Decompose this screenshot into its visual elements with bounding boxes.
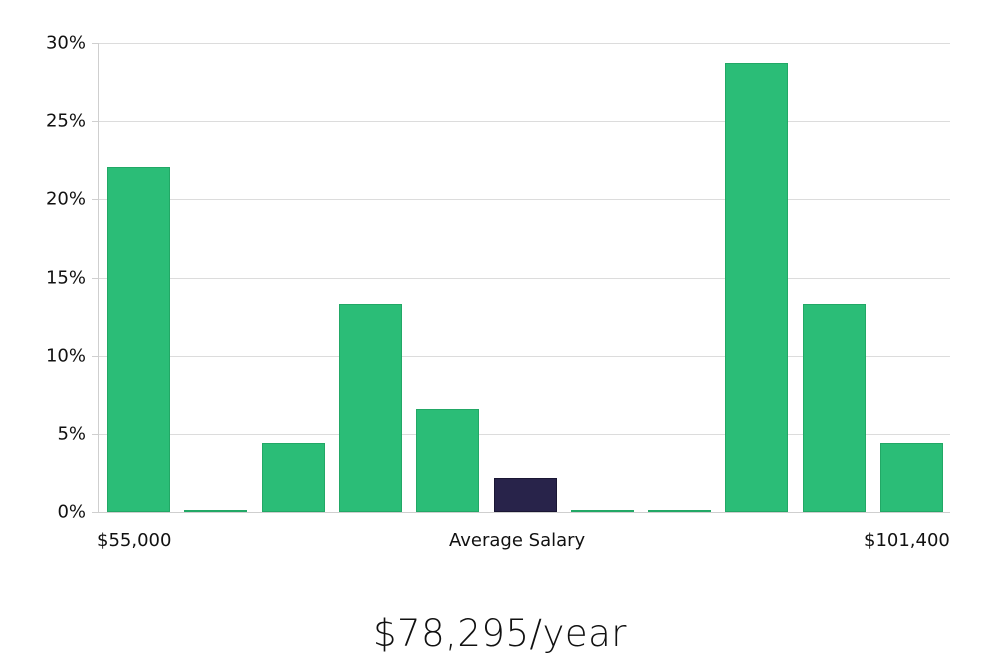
bar	[338, 304, 402, 512]
y-tick-label: 10%	[45, 345, 86, 367]
bar	[880, 443, 943, 512]
average-salary-value: $78,295/year	[372, 612, 627, 655]
x-axis	[92, 512, 950, 513]
gridline	[92, 277, 950, 279]
tick-mark	[92, 199, 99, 201]
tick-mark	[92, 43, 99, 44]
bar	[570, 510, 634, 513]
bar	[802, 304, 866, 512]
y-tick-label: 0%	[57, 501, 86, 523]
salary-distribution-chart: 0% 5% 10% 15% 20% 25% 30% $55,000 Average Sala…	[45, 32, 950, 551]
gridline	[92, 121, 950, 123]
bar	[648, 510, 712, 513]
x-min-label: $55,000	[97, 530, 172, 551]
y-axis	[98, 43, 99, 512]
tick-mark	[92, 121, 99, 123]
gridline	[92, 355, 950, 357]
tick-mark	[92, 433, 99, 435]
bar	[107, 166, 170, 512]
gridline	[92, 199, 950, 201]
y-tick-label: 30%	[45, 32, 86, 54]
tick-mark	[92, 277, 99, 279]
bar	[261, 443, 325, 512]
y-tick-label: 15%	[45, 267, 86, 288]
gridline	[92, 43, 950, 44]
bar	[184, 510, 248, 513]
y-tick-label: 5%	[57, 423, 86, 445]
gridline	[92, 433, 950, 435]
y-tick-label: 25%	[45, 110, 86, 132]
bar-average-salary	[493, 477, 557, 512]
x-max-label: $101,400	[864, 530, 950, 551]
tick-mark	[92, 355, 99, 357]
x-axis-title: Average Salary	[449, 530, 586, 551]
bar	[725, 63, 789, 512]
y-tick-label: 20%	[45, 188, 86, 210]
bar	[416, 408, 480, 512]
